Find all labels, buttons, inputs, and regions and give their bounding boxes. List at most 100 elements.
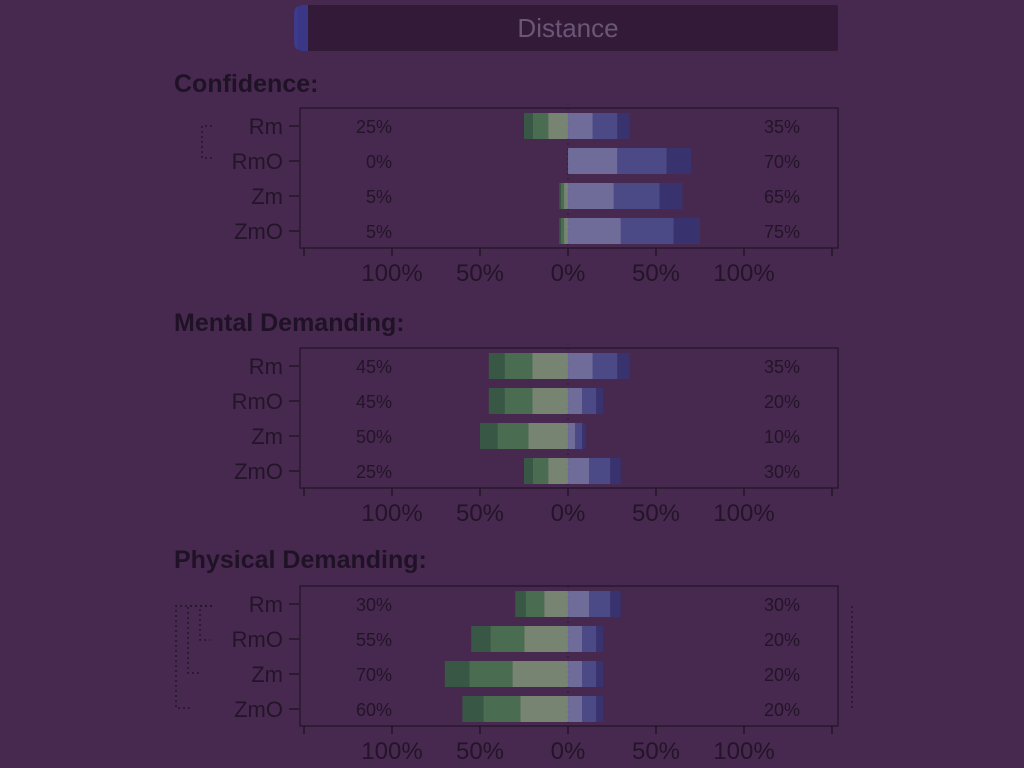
x-tick-label: 50% <box>456 260 504 287</box>
bar-negative-zm-0 <box>528 423 568 449</box>
bar-positive-rmo-1 <box>582 626 597 652</box>
bar-positive-zmo-0 <box>568 696 583 722</box>
left-percent-label: 5% <box>366 222 392 242</box>
bar-negative-zm-2 <box>559 183 561 209</box>
x-tick-label: 100% <box>713 260 774 287</box>
panel-title-physical-demanding: Physical Demanding: <box>174 546 427 574</box>
x-tick-label: 0% <box>551 500 586 527</box>
bar-negative-zm-1 <box>560 183 565 209</box>
bar-positive-zm-1 <box>613 183 660 209</box>
bar-negative-rmo-1 <box>504 388 533 414</box>
bar-negative-zmo-1 <box>560 218 565 244</box>
bar-negative-zmo-0 <box>548 458 568 484</box>
left-percent-label: 25% <box>356 117 392 137</box>
bar-positive-rm-2 <box>617 353 630 379</box>
row-label-zm: Zm <box>251 662 283 687</box>
left-percent-label: 45% <box>356 357 392 377</box>
bar-negative-rm-0 <box>532 353 568 379</box>
bar-positive-zmo-2 <box>596 696 604 722</box>
row-label-rm: Rm <box>249 114 283 139</box>
bar-negative-zmo-0 <box>520 696 568 722</box>
header-title: Distance <box>517 13 619 43</box>
bar-negative-rm-2 <box>488 353 505 379</box>
bar-positive-rm-0 <box>568 353 593 379</box>
significance-bracket <box>201 125 212 159</box>
bar-positive-rm-2 <box>617 113 630 139</box>
bar-positive-rm-0 <box>568 113 593 139</box>
bar-positive-zmo-1 <box>582 696 597 722</box>
bar-positive-zm-0 <box>568 661 583 687</box>
row-label-zmo: ZmO <box>234 697 283 722</box>
bar-positive-rmo-2 <box>596 388 604 414</box>
bar-negative-zm-2 <box>480 423 498 449</box>
bar-positive-rm-1 <box>589 591 611 617</box>
bar-negative-rm-1 <box>525 591 545 617</box>
bar-positive-zmo-2 <box>610 458 621 484</box>
right-percent-label: 65% <box>764 187 800 207</box>
bar-positive-zm-2 <box>596 661 604 687</box>
x-tick-label: 100% <box>361 260 422 287</box>
right-percent-label: 75% <box>764 222 800 242</box>
bar-positive-zm-2 <box>659 183 683 209</box>
bar-positive-zm-2 <box>582 423 586 449</box>
x-tick-label: 100% <box>713 500 774 527</box>
bar-negative-rm-1 <box>532 113 549 139</box>
row-label-rmo: RmO <box>232 389 283 414</box>
left-percent-label: 60% <box>356 700 392 720</box>
bar-positive-rm-1 <box>592 113 618 139</box>
bar-positive-zmo-0 <box>568 218 621 244</box>
bar-positive-zmo-1 <box>620 218 674 244</box>
bar-negative-zm-0 <box>564 183 568 209</box>
bar-negative-rm-0 <box>544 591 568 617</box>
row-label-zm: Zm <box>251 424 283 449</box>
bar-negative-rm-1 <box>504 353 533 379</box>
right-percent-label: 20% <box>764 700 800 720</box>
bar-negative-rm-0 <box>548 113 568 139</box>
bar-negative-rmo-1 <box>490 626 525 652</box>
left-percent-label: 0% <box>366 152 392 172</box>
bar-positive-rmo-0 <box>568 148 618 174</box>
bar-positive-rmo-1 <box>582 388 597 414</box>
left-percent-label: 25% <box>356 462 392 482</box>
right-percent-label: 35% <box>764 357 800 377</box>
row-label-rmo: RmO <box>232 149 283 174</box>
bar-positive-rmo-2 <box>666 148 692 174</box>
x-tick-label: 100% <box>361 500 422 527</box>
bar-positive-rmo-2 <box>596 626 604 652</box>
bar-positive-zmo-0 <box>568 458 590 484</box>
x-tick-label: 50% <box>456 738 504 765</box>
right-percent-label: 10% <box>764 427 800 447</box>
plot-frame <box>299 107 839 249</box>
left-percent-label: 50% <box>356 427 392 447</box>
row-label-rmo: RmO <box>232 627 283 652</box>
x-tick-label: 0% <box>551 738 586 765</box>
right-percent-label: 35% <box>764 117 800 137</box>
bar-negative-rmo-0 <box>524 626 568 652</box>
significance-bracket <box>175 605 212 709</box>
bar-positive-rmo-0 <box>568 626 583 652</box>
x-tick-label: 50% <box>632 260 680 287</box>
header-bar-cap <box>294 5 308 51</box>
x-tick-label: 0% <box>551 260 586 287</box>
x-tick-label: 50% <box>456 500 504 527</box>
bar-positive-zmo-1 <box>589 458 611 484</box>
right-percent-label: 30% <box>764 462 800 482</box>
bar-negative-rmo-0 <box>532 388 568 414</box>
bar-negative-rmo-2 <box>471 626 491 652</box>
plot-frame <box>299 585 839 727</box>
left-percent-label: 45% <box>356 392 392 412</box>
bar-positive-zm-0 <box>568 183 614 209</box>
bar-negative-zm-1 <box>469 661 513 687</box>
row-label-zm: Zm <box>251 184 283 209</box>
bar-negative-zmo-0 <box>564 218 568 244</box>
bar-positive-zmo-2 <box>673 218 700 244</box>
right-percent-label: 70% <box>764 152 800 172</box>
bar-positive-zm-1 <box>582 661 597 687</box>
bar-negative-rm-2 <box>515 591 526 617</box>
row-label-zmo: ZmO <box>234 459 283 484</box>
x-tick-label: 50% <box>632 738 680 765</box>
bar-positive-zm-1 <box>575 423 583 449</box>
plot-frame <box>299 347 839 489</box>
right-percent-label: 20% <box>764 392 800 412</box>
